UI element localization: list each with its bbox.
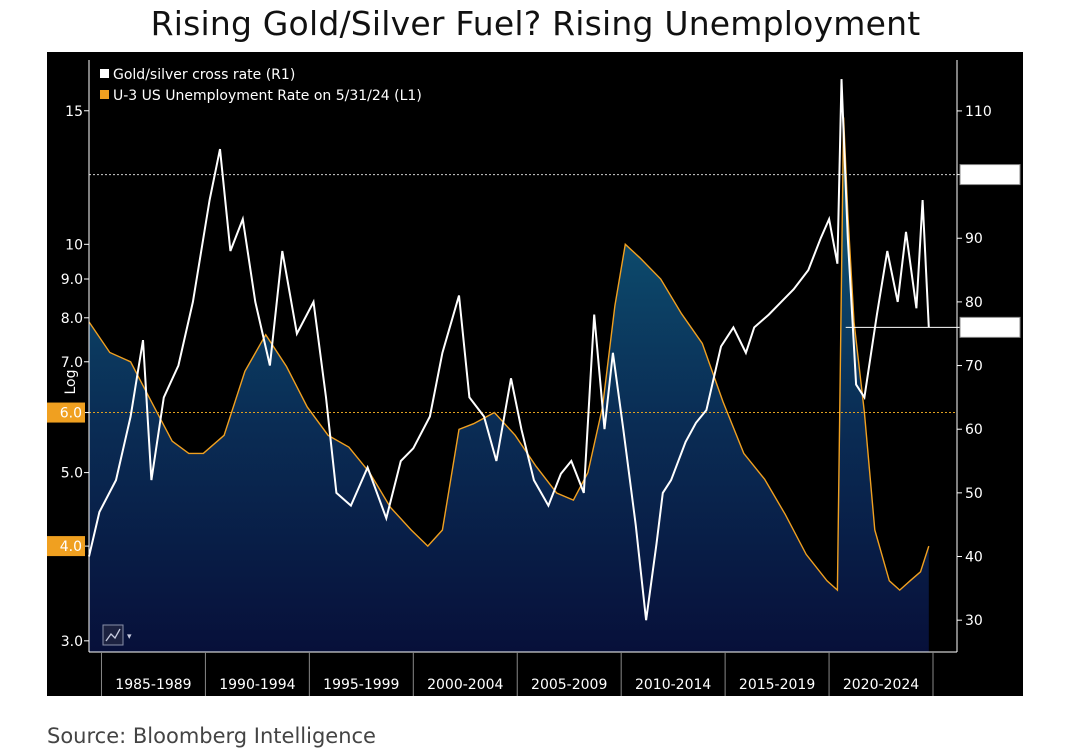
right-tick-label: 90: [965, 231, 983, 247]
page-title: Rising Gold/Silver Fuel? Rising Unemploy…: [150, 4, 921, 43]
unemployment-area: [89, 117, 929, 652]
left-tick-label: 6.0: [60, 406, 82, 422]
left-tick-label: 5.0: [61, 466, 83, 482]
left-tick-label: 9.0: [61, 272, 83, 288]
left-tick-label: 3.0: [61, 634, 83, 650]
left-value-badge: [47, 536, 85, 557]
x-tick-label: 2010-2014: [635, 677, 711, 693]
x-tick-label: 1990-1994: [219, 677, 295, 693]
legend-item-unemployment: U-3 US Unemployment Rate on 5/31/24 (L1): [113, 88, 422, 104]
right-tick-label: 40: [965, 550, 983, 566]
left-axis-ticks: 3.0 4.0 5.0 6.0 7.0 8.0 9.0 10 15: [47, 104, 89, 650]
legend: Gold/silver cross rate (R1) U-3 US Unemp…: [91, 62, 479, 108]
chart-panel: 3.0 4.0 5.0 6.0 7.0 8.0 9.0 10 15 30 40 50 60 70 80 90…: [47, 52, 1023, 696]
right-tick-label: 30: [965, 613, 983, 629]
last-value-label: 76.00: [964, 320, 1004, 336]
line-chart-icon[interactable]: ▾: [102, 624, 132, 646]
left-tick-label: 4.0: [60, 539, 82, 555]
ref-value-label: 100.00: [964, 168, 1013, 184]
right-tick-label: 60: [965, 422, 983, 438]
right-tick-label: 110: [965, 104, 992, 120]
right-tick-label: 70: [965, 359, 983, 375]
chart-svg: 3.0 4.0 5.0 6.0 7.0 8.0 9.0 10 15 30 40 50 60 70 80 90…: [47, 60, 1021, 696]
source-note: Source: Bloomberg Intelligence: [47, 724, 376, 748]
x-tick-label: 2015-2019: [739, 677, 815, 693]
left-tick-label: 15: [65, 104, 83, 120]
right-tick-label: 80: [965, 295, 983, 311]
x-tick-label: 2000-2004: [427, 677, 503, 693]
x-axis-ticks: 1985-1989 1990-1994 1995-1999 2000-2004 2005…: [100, 652, 934, 696]
x-tick-label: 1985-1989: [115, 677, 191, 693]
last-value-badge: [959, 316, 1021, 338]
right-tick-label: 50: [965, 486, 983, 502]
gold-silver-line: [88, 79, 930, 621]
left-tick-label: 10: [65, 237, 83, 253]
legend-swatch-unemployment: [100, 90, 109, 99]
ref-value-badge: [959, 164, 1021, 186]
left-axis-label: Log: [63, 369, 79, 394]
x-tick-label: 2020-2024: [843, 677, 919, 693]
left-value-badge: [47, 402, 85, 423]
x-tick-label: 1995-1999: [323, 677, 399, 693]
x-tick-label: 2005-2009: [531, 677, 607, 693]
right-axis-ticks: 30 40 50 60 70 80 90 110 100.00 76.00: [957, 104, 1021, 629]
left-tick-label: 8.0: [61, 311, 83, 327]
left-tick-label: 7.0: [61, 355, 83, 371]
legend-item-gold-silver: Gold/silver cross rate (R1): [113, 67, 295, 83]
svg-text:▾: ▾: [127, 632, 132, 642]
legend-swatch-gold-silver: [100, 69, 109, 78]
